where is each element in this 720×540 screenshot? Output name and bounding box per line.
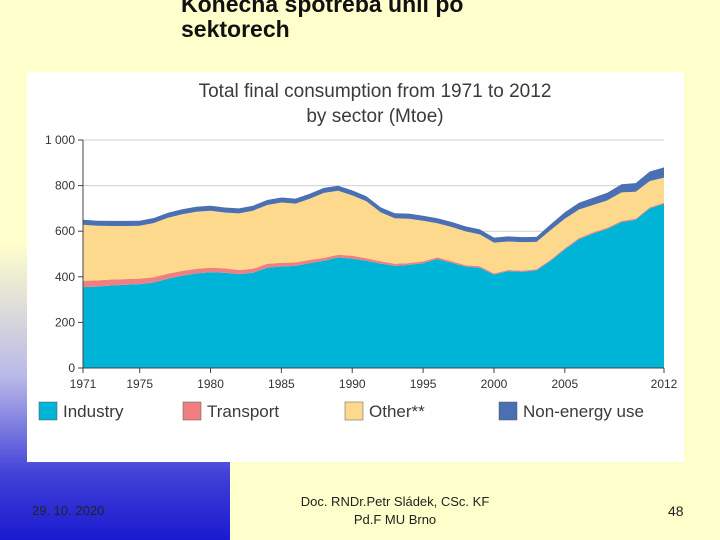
y-tick-label: 0 bbox=[68, 361, 75, 375]
area-non-energy-use bbox=[83, 167, 664, 243]
chart-legend: Industry Transport Other** Non-energy use bbox=[38, 401, 644, 421]
y-tick-label: 1 000 bbox=[45, 133, 75, 147]
area-industry bbox=[83, 203, 664, 368]
footer-date: 29. 10. 2020 bbox=[32, 503, 105, 518]
x-tick-label: 2005 bbox=[551, 377, 578, 391]
chart-title-line1: Total final consumption from 1971 to 201… bbox=[199, 81, 552, 102]
chart-areas bbox=[83, 167, 664, 368]
x-tick-label: 1975 bbox=[126, 377, 153, 391]
chart-panel: Total final consumption from 1971 to 201… bbox=[27, 72, 684, 462]
footer-author-line1: Doc. RNDr.Petr Sládek, CSc. KF bbox=[300, 494, 490, 509]
y-tick-label: 600 bbox=[55, 224, 75, 238]
slide-title: Konečná spotřeba uhlí po sektorech bbox=[181, 0, 601, 42]
x-tick-label: 2012 bbox=[651, 377, 678, 391]
y-tick-label: 800 bbox=[55, 179, 75, 193]
legend-label: Other** bbox=[369, 402, 425, 421]
legend-label: Non-energy use bbox=[523, 402, 644, 421]
x-tick-label: 1971 bbox=[70, 377, 97, 391]
slide-title-line2: sektorech bbox=[181, 16, 290, 42]
x-tick-label: 1985 bbox=[268, 377, 295, 391]
x-tick-label: 1990 bbox=[339, 377, 366, 391]
chart-title-line2: by sector (Mtoe) bbox=[306, 106, 443, 127]
y-tick-label: 400 bbox=[55, 270, 75, 284]
legend-swatch bbox=[38, 401, 58, 421]
footer-author: Doc. RNDr.Petr Sládek, CSc. KF Pd.F MU B… bbox=[280, 493, 510, 529]
legend-item-industry: Industry bbox=[38, 401, 124, 421]
x-tick-label: 1980 bbox=[197, 377, 224, 391]
legend-item-transport: Transport bbox=[182, 401, 279, 421]
area-transport bbox=[83, 202, 664, 288]
slide-title-line1: Konečná spotřeba uhlí po bbox=[181, 0, 464, 17]
area-other bbox=[83, 177, 664, 281]
legend-label: Industry bbox=[63, 402, 124, 421]
legend-label: Transport bbox=[207, 402, 279, 421]
legend-swatch bbox=[182, 401, 202, 421]
page-number: 48 bbox=[668, 503, 684, 519]
legend-item-non-energy-use: Non-energy use bbox=[498, 401, 644, 421]
legend-swatch bbox=[498, 401, 518, 421]
footer-author-line2: Pd.F MU Brno bbox=[353, 512, 437, 527]
consumption-area-chart: Total final consumption from 1971 to 201… bbox=[38, 81, 678, 421]
legend-item-other: Other** bbox=[344, 401, 425, 421]
x-tick-label: 2000 bbox=[481, 377, 508, 391]
x-tick-label: 1995 bbox=[410, 377, 437, 391]
chart-axes: 0 200 400 600 800 1 000 1971 1975 1980 1985 1990 19… bbox=[45, 133, 678, 391]
y-tick-label: 200 bbox=[55, 315, 75, 329]
legend-swatch bbox=[344, 401, 364, 421]
